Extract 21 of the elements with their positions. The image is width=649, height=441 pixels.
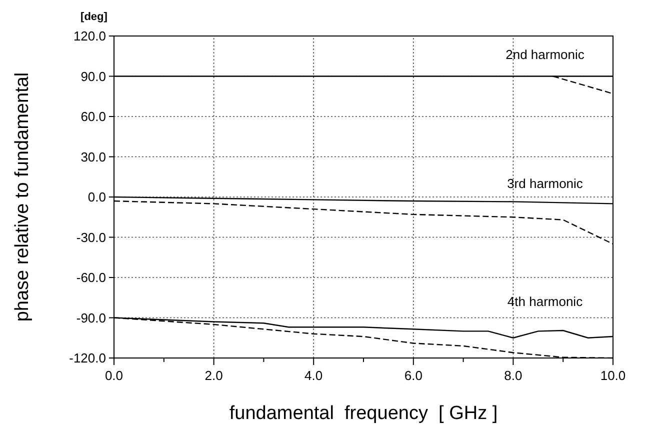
x-tick-label: 0.0 <box>104 368 124 383</box>
y-tick-label: 0.0 <box>88 190 106 205</box>
y-tick-label: 120.0 <box>73 28 106 44</box>
y-axis-title: phase relative to fundamental <box>12 72 33 322</box>
y-tick-label: -60.0 <box>76 270 106 286</box>
x-tick-label: 8.0 <box>504 368 522 383</box>
y-tick-label: -30.0 <box>76 230 106 245</box>
x-tick-label: 4.0 <box>304 368 323 383</box>
x-tick-label: 10.0 <box>600 368 626 383</box>
annotation: 4th harmonic <box>507 294 584 309</box>
y-tick-label: -120.0 <box>69 350 106 366</box>
x-tick-label: 6.0 <box>404 368 422 383</box>
x-axis-title: fundamental frequency [ GHz ] <box>229 403 498 424</box>
annotation: 3rd harmonic <box>507 176 584 191</box>
y-tick-label: -90.0 <box>76 310 106 326</box>
x-tick-label: 2.0 <box>204 368 223 383</box>
y-tick-label: 60.0 <box>80 109 106 124</box>
annotation: 2nd harmonic <box>506 47 585 62</box>
text: [deg] <box>80 11 108 23</box>
y-tick-label: 30.0 <box>80 149 106 164</box>
y-tick-label: 90.0 <box>80 68 106 84</box>
